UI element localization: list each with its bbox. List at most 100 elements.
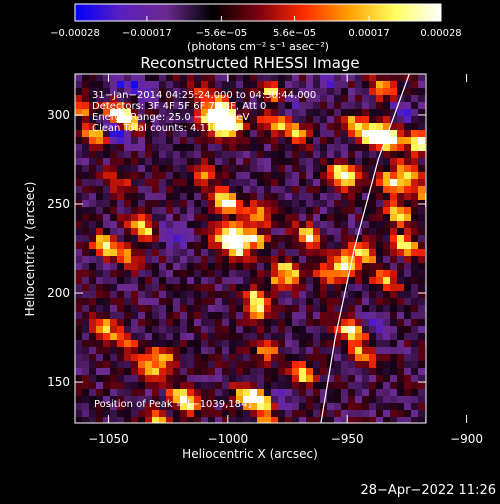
heatmap-cell	[124, 144, 132, 152]
heatmap-cell	[383, 200, 391, 208]
heatmap-cell	[208, 291, 216, 299]
heatmap-cell	[376, 214, 384, 222]
heatmap-cell	[362, 375, 370, 383]
heatmap-cell	[334, 81, 342, 89]
heatmap-cell	[229, 200, 237, 208]
heatmap-cell	[348, 375, 356, 383]
heatmap-cell	[243, 249, 251, 257]
heatmap-cell	[110, 235, 118, 243]
heatmap-cell	[362, 270, 370, 278]
heatmap-cell	[411, 305, 419, 313]
heatmap-cell	[152, 235, 160, 243]
heatmap-cell	[418, 130, 426, 138]
heatmap-cell	[124, 235, 132, 243]
heatmap-cell	[376, 340, 384, 348]
heatmap-cell	[103, 235, 111, 243]
heatmap-cell	[313, 270, 321, 278]
heatmap-cell	[201, 207, 209, 215]
heatmap-cell	[383, 284, 391, 292]
heatmap-cell	[229, 291, 237, 299]
heatmap-cell	[236, 102, 244, 110]
heatmap-cell	[418, 319, 426, 327]
heatmap-cell	[131, 354, 139, 362]
heatmap-cell	[285, 95, 293, 103]
heatmap-cell	[208, 284, 216, 292]
heatmap-cell	[110, 102, 118, 110]
heatmap-cell	[124, 256, 132, 264]
heatmap-cell	[173, 403, 181, 411]
heatmap-cell	[271, 200, 279, 208]
heatmap-cell	[159, 298, 167, 306]
heatmap-cell	[411, 95, 419, 103]
heatmap-cell	[411, 277, 419, 285]
heatmap-cell	[96, 186, 104, 194]
heatmap-cell	[131, 228, 139, 236]
heatmap-cell	[327, 312, 335, 320]
heatmap-cell	[285, 312, 293, 320]
heatmap-cell	[138, 326, 146, 334]
heatmap-cell	[271, 375, 279, 383]
heatmap-cell	[243, 361, 251, 369]
heatmap-cell	[215, 151, 223, 159]
heatmap-cell	[278, 361, 286, 369]
heatmap-cell	[173, 186, 181, 194]
heatmap-cell	[145, 347, 153, 355]
heatmap-cell	[264, 165, 272, 173]
heatmap-cell	[334, 284, 342, 292]
heatmap-cell	[250, 144, 258, 152]
heatmap-cell	[383, 417, 391, 423]
heatmap-cell	[264, 200, 272, 208]
heatmap-cell	[397, 193, 405, 201]
heatmap-cell	[299, 417, 307, 423]
heatmap-cell	[383, 389, 391, 397]
heatmap-cell	[194, 214, 202, 222]
heatmap-cell	[208, 235, 216, 243]
heatmap-cell	[166, 263, 174, 271]
heatmap-cell	[117, 354, 125, 362]
heatmap-cell	[201, 242, 209, 250]
heatmap-cell	[257, 361, 265, 369]
heatmap-cell	[236, 88, 244, 96]
heatmap-cell	[306, 319, 314, 327]
heatmap-cell	[390, 130, 398, 138]
heatmap-cell	[82, 151, 90, 159]
heatmap-cell	[82, 144, 90, 152]
heatmap-cell	[404, 158, 412, 166]
heatmap-cell	[383, 144, 391, 152]
heatmap-cell	[243, 396, 251, 404]
heatmap-cell	[96, 109, 104, 117]
heatmap-cell	[208, 305, 216, 313]
heatmap-cell	[404, 151, 412, 159]
heatmap-cell	[327, 123, 335, 131]
heatmap-cell	[411, 172, 419, 180]
heatmap-cell	[124, 284, 132, 292]
heatmap-cell	[103, 291, 111, 299]
heatmap-cell	[376, 284, 384, 292]
heatmap-cell	[418, 382, 426, 390]
heatmap-cell	[152, 249, 160, 257]
heatmap-cell	[173, 221, 181, 229]
heatmap-cell	[201, 109, 209, 117]
heatmap-cell	[180, 312, 188, 320]
heatmap-cell	[376, 88, 384, 96]
heatmap-cell	[145, 102, 153, 110]
heatmap-cell	[117, 284, 125, 292]
heatmap-cell	[285, 256, 293, 264]
heatmap-cell	[299, 298, 307, 306]
heatmap-cell	[292, 74, 300, 82]
heatmap-cell	[334, 214, 342, 222]
heatmap-cell	[201, 263, 209, 271]
heatmap-cell	[292, 270, 300, 278]
heatmap-cell	[348, 291, 356, 299]
heatmap-cell	[376, 207, 384, 215]
observation-annotations: 31−Jan−2014 04:25:24.000 to 04:30:44.000…	[92, 90, 316, 134]
heatmap-cell	[306, 326, 314, 334]
heatmap-cell	[376, 116, 384, 124]
heatmap-cell	[222, 116, 230, 124]
heatmap-cell	[341, 74, 349, 82]
heatmap-cell	[320, 305, 328, 313]
heatmap-cell	[222, 347, 230, 355]
heatmap-cell	[152, 193, 160, 201]
heatmap-cell	[334, 193, 342, 201]
heatmap-cell	[257, 319, 265, 327]
